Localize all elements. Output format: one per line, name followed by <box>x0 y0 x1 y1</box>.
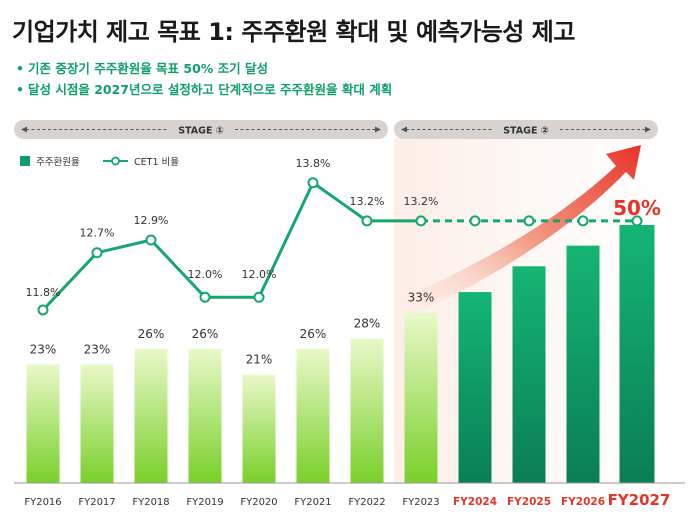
bar-fy2020 <box>242 374 276 483</box>
cet1-value-label: 13.8% <box>296 157 331 170</box>
cet1-point <box>37 304 49 316</box>
x-tick-label: FY2024 <box>453 496 497 508</box>
cet1-point <box>199 291 211 303</box>
x-tick-label: FY2025 <box>507 496 551 508</box>
legend-label: CET1 비율 <box>134 157 179 168</box>
cet1-value-label: 11.8% <box>26 286 61 299</box>
stage-1-bar <box>14 120 388 139</box>
bullet-text: 달성 시점을 2027년으로 설정하고 단계적으로 주주환원율 확대 계획 <box>28 82 393 97</box>
stage-1: STAGE ① <box>14 120 388 139</box>
cet1-point <box>253 291 265 303</box>
bar-fy2018 <box>134 348 168 483</box>
x-tick-label: FY2022 <box>348 497 385 508</box>
cet1-point <box>577 215 589 227</box>
x-tick-label: FY2023 <box>402 497 439 508</box>
x-tick-label: FY2017 <box>78 497 115 508</box>
stage-2-bar <box>394 120 658 139</box>
bar-value-label: 26% <box>192 327 219 341</box>
bullet-list: • 기존 중장기 주주환원율 목표 50% 조기 달성 • 달성 시점을 2027년… <box>16 58 392 100</box>
cet1-point <box>91 247 103 259</box>
x-tick-label: FY2016 <box>24 497 61 508</box>
cet1-value-label: 12.7% <box>80 227 115 240</box>
legend-label: 주주환원율 <box>36 156 80 168</box>
legend-swatch-bar <box>20 156 30 166</box>
stage-2-label: STAGE ② <box>503 126 549 137</box>
cet1-point <box>415 215 427 227</box>
bar-fy2025 <box>512 266 546 483</box>
arrow-left-icon <box>401 126 407 133</box>
arrow-right-icon <box>375 126 381 133</box>
arrow-right-icon <box>645 126 651 133</box>
x-tick-label: FY2019 <box>186 497 223 508</box>
x-tick-label: FY2018 <box>132 497 169 508</box>
bar-value-label: 23% <box>30 342 57 356</box>
bar-fy2019 <box>188 348 222 483</box>
stage-2: STAGE ② <box>394 120 658 139</box>
bar-fy2016 <box>26 364 60 483</box>
bar-fy2023 <box>404 312 438 483</box>
legend-marker <box>111 156 120 166</box>
cet1-point <box>631 215 643 227</box>
cet1-value-label: 12.9% <box>134 214 169 227</box>
cet1-value-label: 13.2% <box>404 195 439 208</box>
arrow-left-icon <box>21 126 27 133</box>
bar-fy2021 <box>296 348 330 483</box>
bullet-item: • 기존 중장기 주주환원율 목표 50% 조기 달성 <box>16 61 269 76</box>
bar-value-label: 26% <box>138 327 165 341</box>
cet1-point <box>145 234 157 246</box>
x-tick-label: FY2027 <box>608 491 671 509</box>
cet1-point <box>361 215 373 227</box>
bar-value-label: 23% <box>84 342 111 356</box>
page-title: 기업가치 제고 목표 1: 주주환원 확대 및 예측가능성 제고 <box>12 18 575 46</box>
cet1-point <box>523 215 535 227</box>
cet1-point <box>469 215 481 227</box>
bar-value-label: 50% <box>613 196 661 220</box>
cet1-value-label: 12.0% <box>242 268 277 281</box>
bullet-item: • 달성 시점을 2027년으로 설정하고 단계적으로 주주환원율 확대 계획 <box>16 82 393 97</box>
x-tick-label: FY2026 <box>561 496 605 508</box>
x-tick-label: FY2020 <box>240 497 277 508</box>
bar-fy2017 <box>80 364 114 483</box>
cet1-value-label: 13.2% <box>350 195 385 208</box>
bar-value-label: 28% <box>354 317 381 331</box>
bar-fy2027 <box>619 225 655 483</box>
cet1-value-label: 12.0% <box>188 268 223 281</box>
bar-fy2022 <box>350 338 384 483</box>
bar-value-label: 33% <box>408 291 435 305</box>
cet1-point <box>307 177 319 189</box>
bar-fy2024 <box>458 292 492 483</box>
bullet-text: 기존 중장기 주주환원율 목표 50% 조기 달성 <box>28 61 269 76</box>
x-tick-label: FY2021 <box>294 497 331 508</box>
bar-value-label: 21% <box>246 353 273 367</box>
bar-fy2026 <box>566 245 600 483</box>
growth-arrow-icon <box>400 145 641 318</box>
cet1-line-actual <box>41 181 421 311</box>
bar-value-label: 26% <box>300 327 327 341</box>
stage-1-label: STAGE ① <box>178 126 224 137</box>
